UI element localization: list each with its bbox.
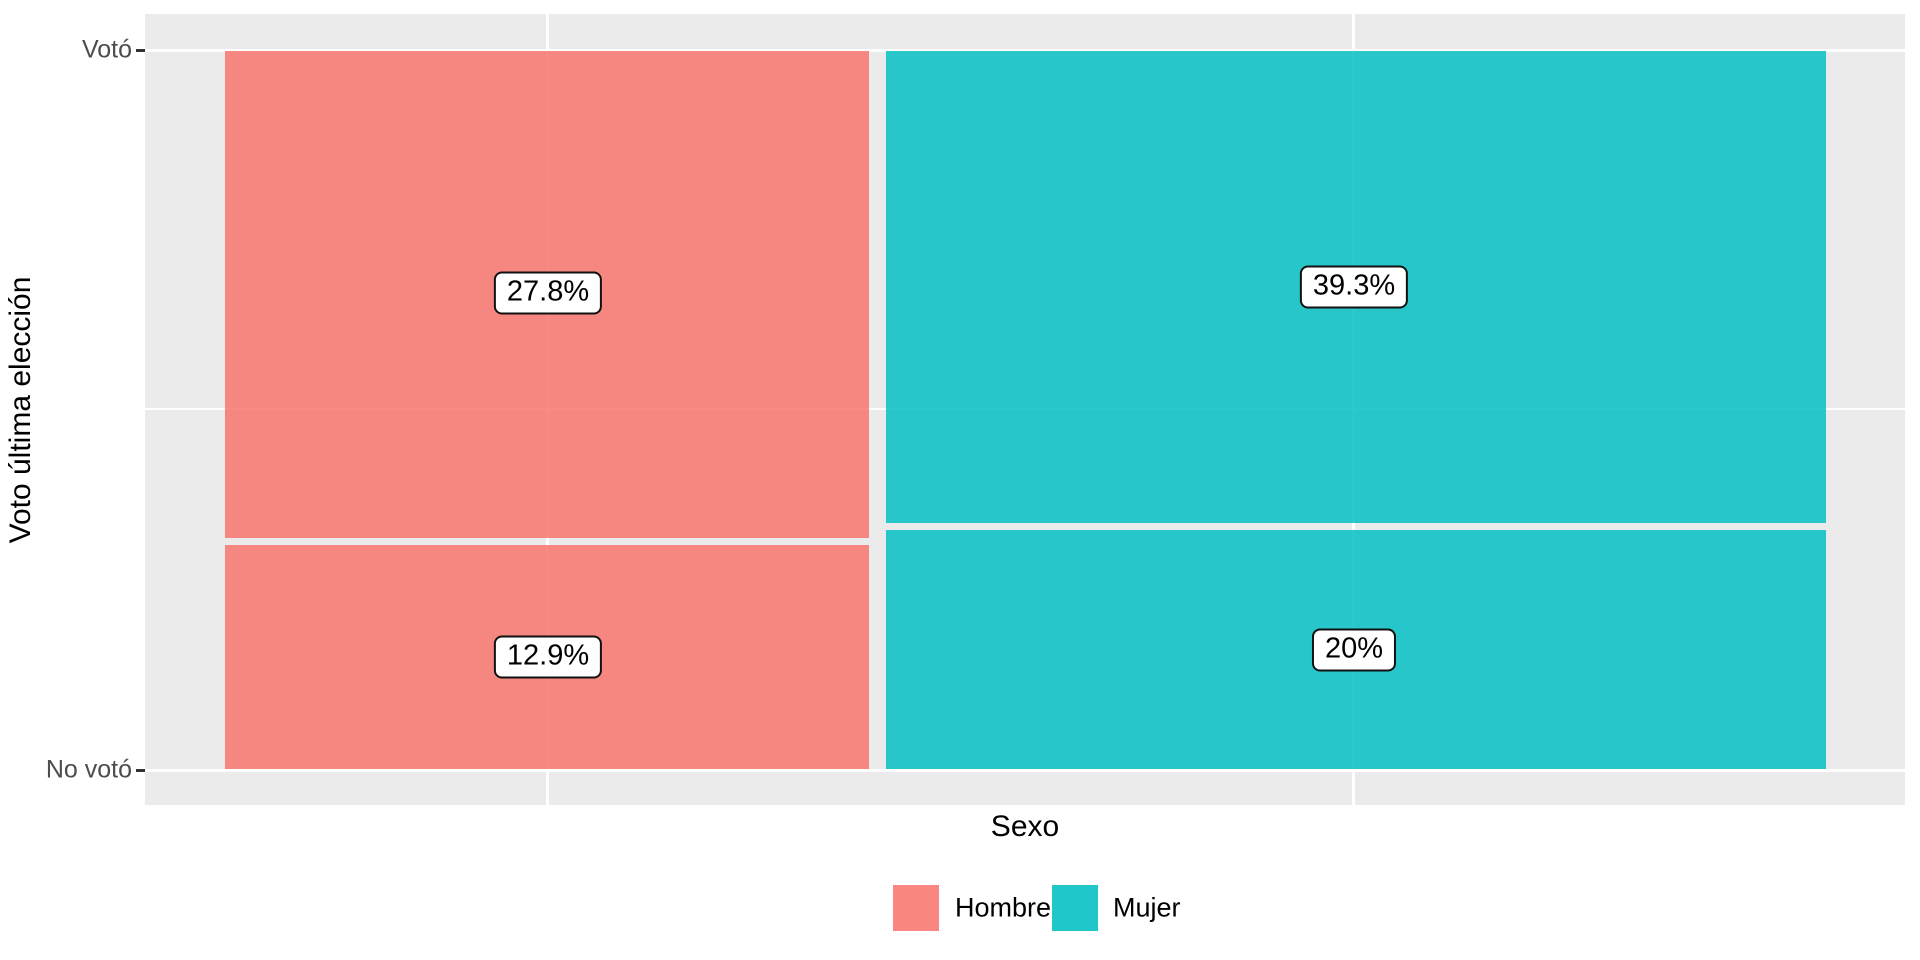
value-label-mujer-novoto: 20% [1311,628,1397,672]
gridline-y-voto [145,48,1905,52]
legend-label-mujer: Mujer [1113,892,1181,923]
tick-label-novoto: No votó [45,755,132,784]
value-label-mujer-voto: 39.3% [1299,265,1409,309]
value-label-hombre-voto: 27.8% [493,271,603,315]
tick-mark-novoto [136,768,145,772]
gridline-y-novoto [145,768,1905,772]
legend-label-hombre: Hombre [955,892,1052,923]
x-axis-title: Sexo [990,810,1060,843]
value-label-hombre-novoto: 12.9% [493,635,603,679]
tick-label-voto: Votó [81,35,132,64]
legend-key-hombre [893,885,939,931]
legend-key-mujer [1052,885,1098,931]
plot-panel: 27.8% 39.3% 12.9% 20% [145,14,1905,805]
tick-mark-voto [136,48,145,52]
y-axis-title: Voto última elección [4,276,37,544]
